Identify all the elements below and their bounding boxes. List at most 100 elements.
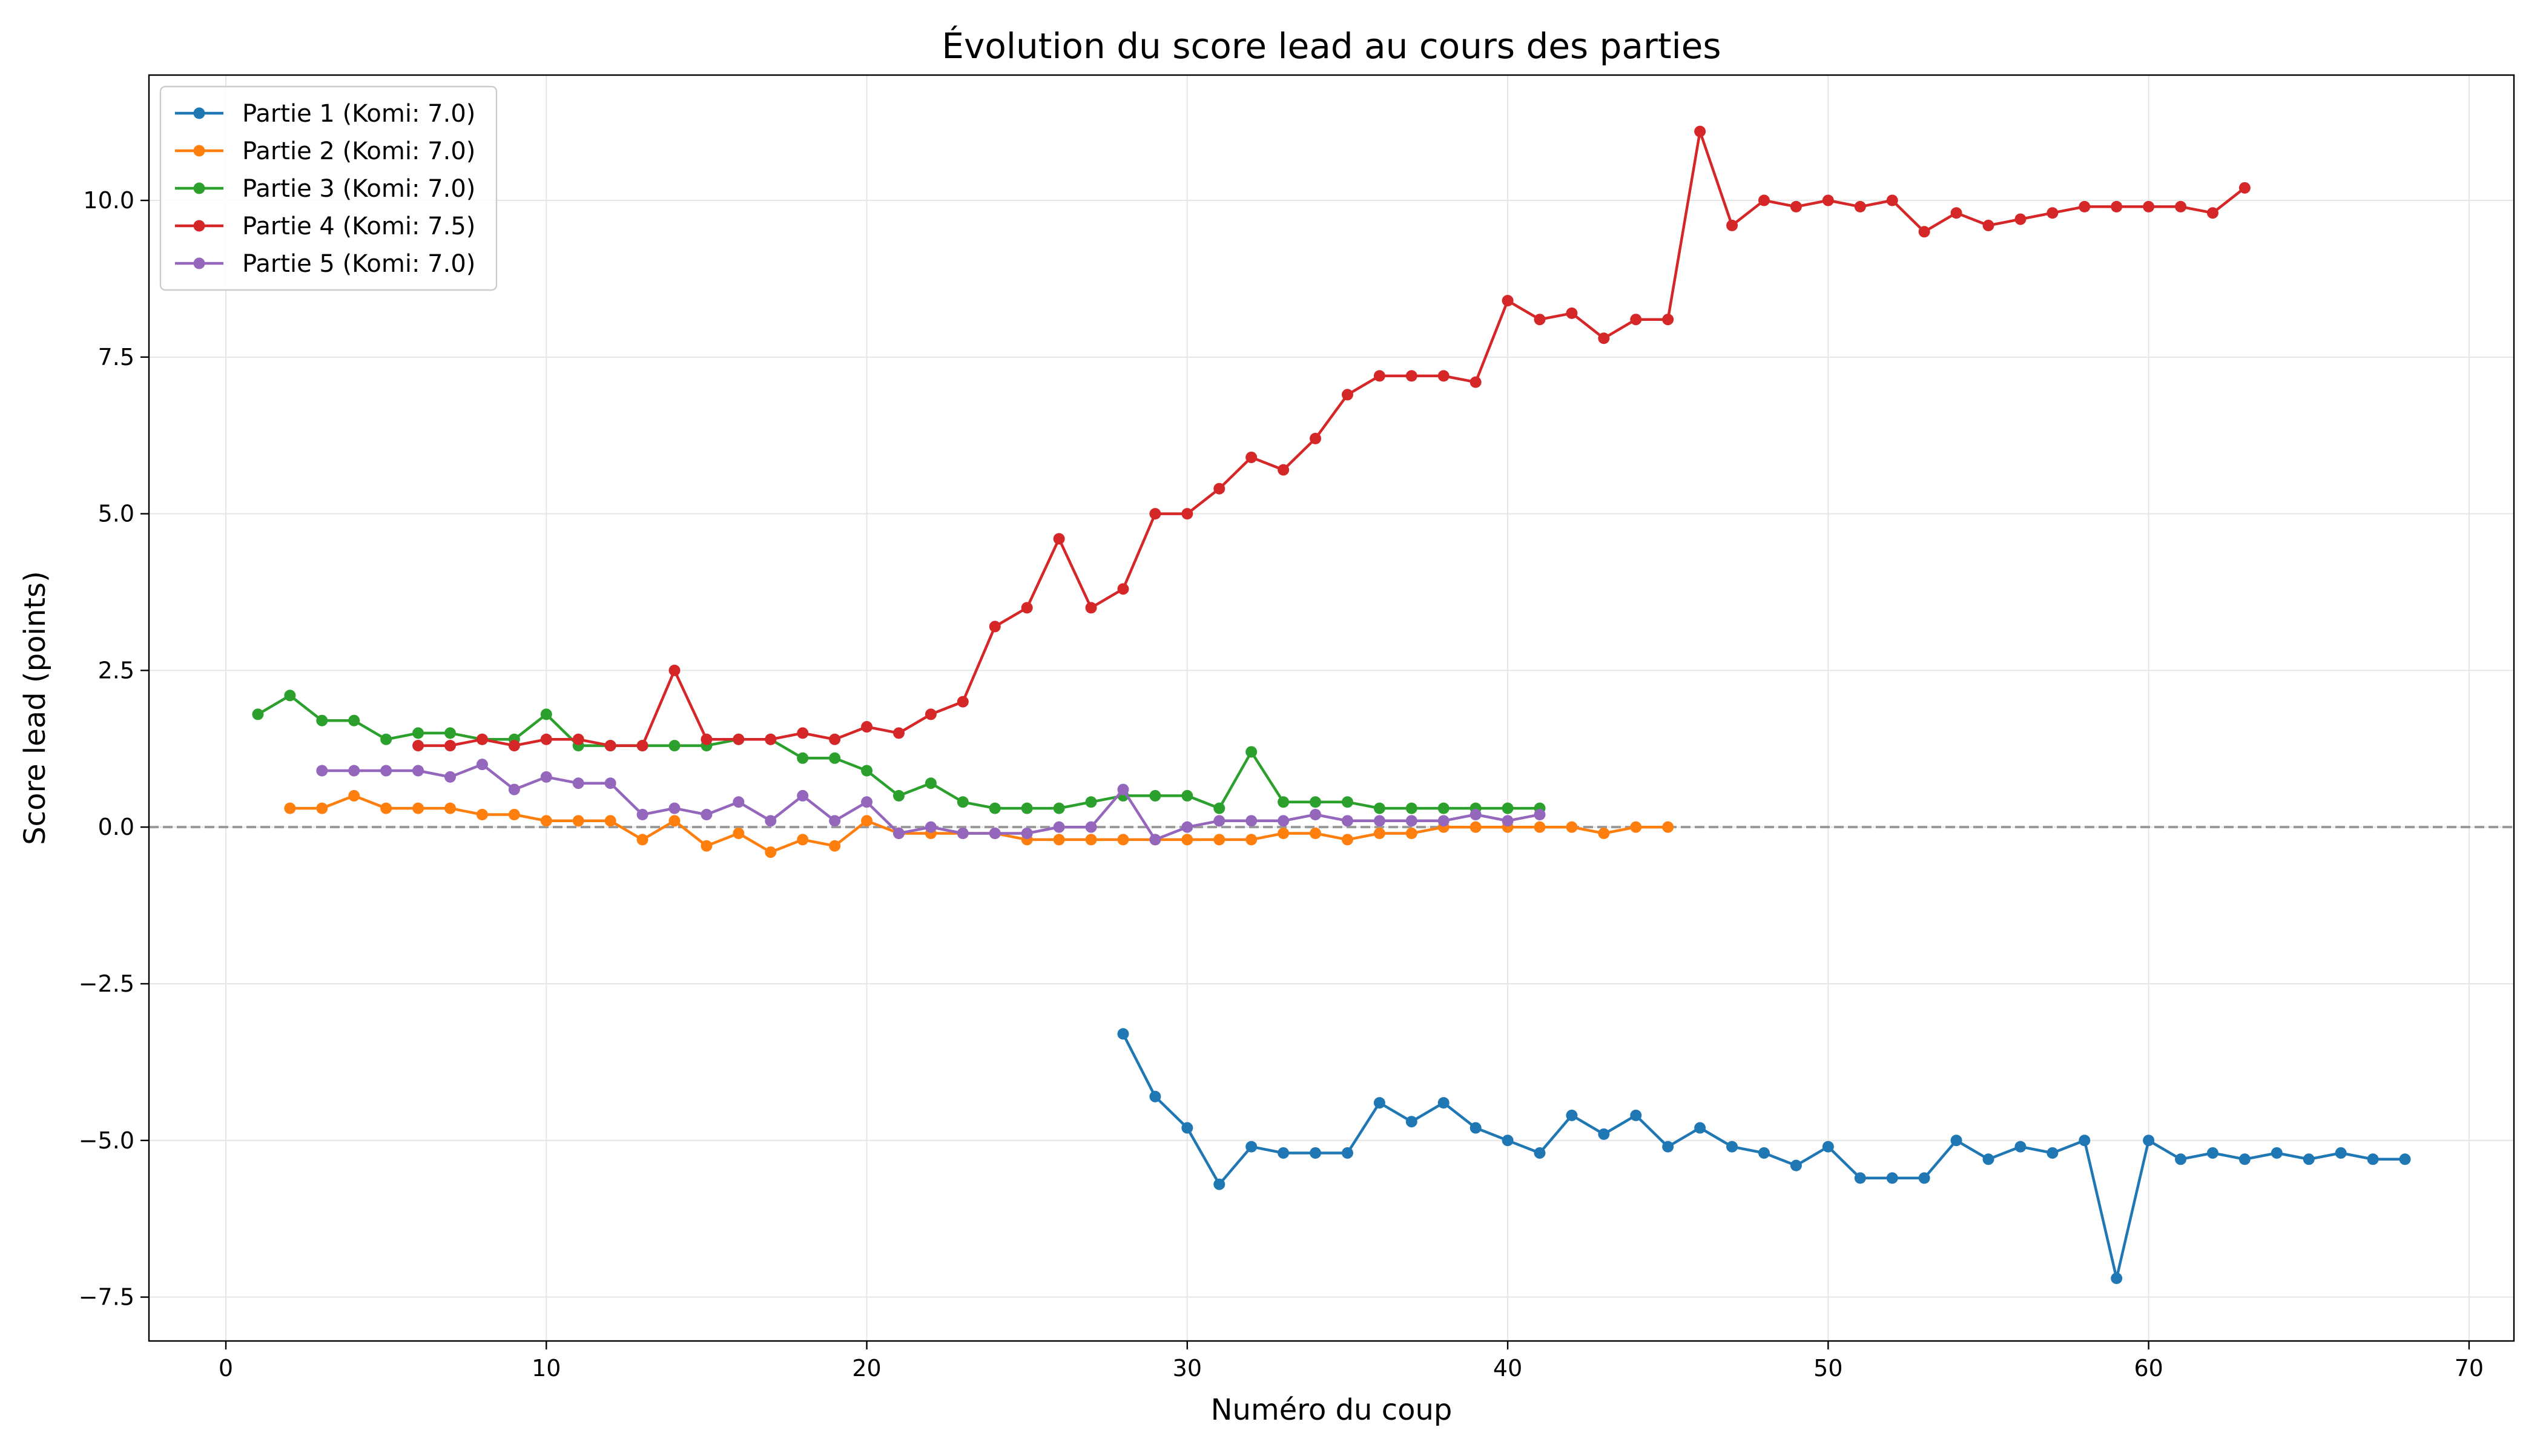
data-point [1469,376,1482,388]
legend-marker [193,220,205,232]
data-point [1149,508,1161,520]
data-point [1437,370,1450,382]
legend-marker [193,257,205,269]
data-point [2079,1135,2091,1147]
data-point [1245,1141,1258,1153]
legend-marker [193,107,205,119]
data-point [1341,796,1353,808]
data-point [1341,1147,1353,1159]
legend-label: Partie 4 (Komi: 7.5) [242,212,475,240]
data-point [668,815,681,827]
data-point [2175,1153,2187,1165]
data-point [1053,533,1065,545]
data-point [701,808,713,820]
data-point [1886,194,1898,206]
data-point [2079,200,2091,212]
legend-marker [193,182,205,194]
data-point [1245,815,1258,827]
series-layer [252,125,2411,1284]
series-1 [1117,1028,2411,1284]
data-point [1278,1147,1290,1159]
data-point [861,765,873,777]
data-point [2047,1147,2059,1159]
data-point [957,796,969,808]
data-point [1566,307,1578,319]
data-point [1021,828,1033,840]
data-point [316,802,328,814]
data-point [1341,815,1353,827]
data-point [2014,1141,2027,1153]
data-point [540,733,552,745]
data-point [1982,219,1994,231]
legend-item: Partie 5 (Komi: 7.0) [175,250,475,278]
data-point [925,777,937,789]
data-point [604,815,616,827]
data-point [1085,834,1097,846]
x-tick-label: 60 [2134,1355,2163,1382]
data-point [1373,828,1385,840]
data-point [2014,213,2027,225]
data-point [1502,815,1514,827]
data-point [444,802,457,814]
data-point [701,840,713,852]
data-point [829,815,841,827]
data-point [1662,314,1674,326]
data-point [508,808,520,820]
data-point [1085,602,1097,614]
data-point [316,714,328,726]
data-point [1534,808,1546,820]
data-point [797,727,809,739]
data-point [829,733,841,745]
legend-label: Partie 5 (Komi: 7.0) [242,250,475,278]
data-point [2047,207,2059,219]
x-tick-label: 0 [219,1355,233,1382]
y-tick-label: 7.5 [98,344,134,371]
data-point [1534,1147,1546,1159]
data-point [1502,1135,1514,1147]
data-point [925,821,937,833]
data-point [252,708,264,720]
data-point [892,789,905,802]
x-axis-label: Numéro du coup [1211,1393,1453,1427]
data-point [1278,464,1290,476]
data-point [2175,200,2187,212]
data-point [444,740,457,752]
data-point [1662,1141,1674,1153]
data-point [380,802,392,814]
data-point [1598,1128,1610,1140]
data-point [1437,815,1450,827]
data-point [797,789,809,802]
data-point [348,765,360,777]
data-point [989,828,1001,840]
data-point [1181,834,1193,846]
data-point [1405,828,1417,840]
data-point [2143,1135,2155,1147]
data-point [508,740,520,752]
data-point [1085,796,1097,808]
legend-label: Partie 2 (Komi: 7.0) [242,137,475,165]
data-point [572,815,584,827]
data-point [604,777,616,789]
data-point [604,740,616,752]
data-point [1117,834,1129,846]
axis-ticks: 0 10 20 30 40 50 60 70 −7.5 −5.0 −2.5 0.0 2.5 5.0 7.5 1… [79,187,2484,1382]
y-axis-label: Score lead (points) [18,571,52,845]
data-point [1341,389,1353,401]
data-point [1310,828,1322,840]
data-point [2271,1147,2283,1159]
data-point [1310,808,1322,820]
legend-marker [193,145,205,157]
data-point [1149,834,1161,846]
data-point [412,802,424,814]
series-line [418,130,2246,747]
data-point [1630,314,1642,326]
data-point [861,815,873,827]
data-point [1469,808,1482,820]
grid [149,75,2514,1341]
data-point [1502,295,1514,307]
chart-title: Évolution du score lead au cours des par… [942,25,1721,67]
data-point [1181,821,1193,833]
data-point [1598,828,1610,840]
data-point [636,834,648,846]
